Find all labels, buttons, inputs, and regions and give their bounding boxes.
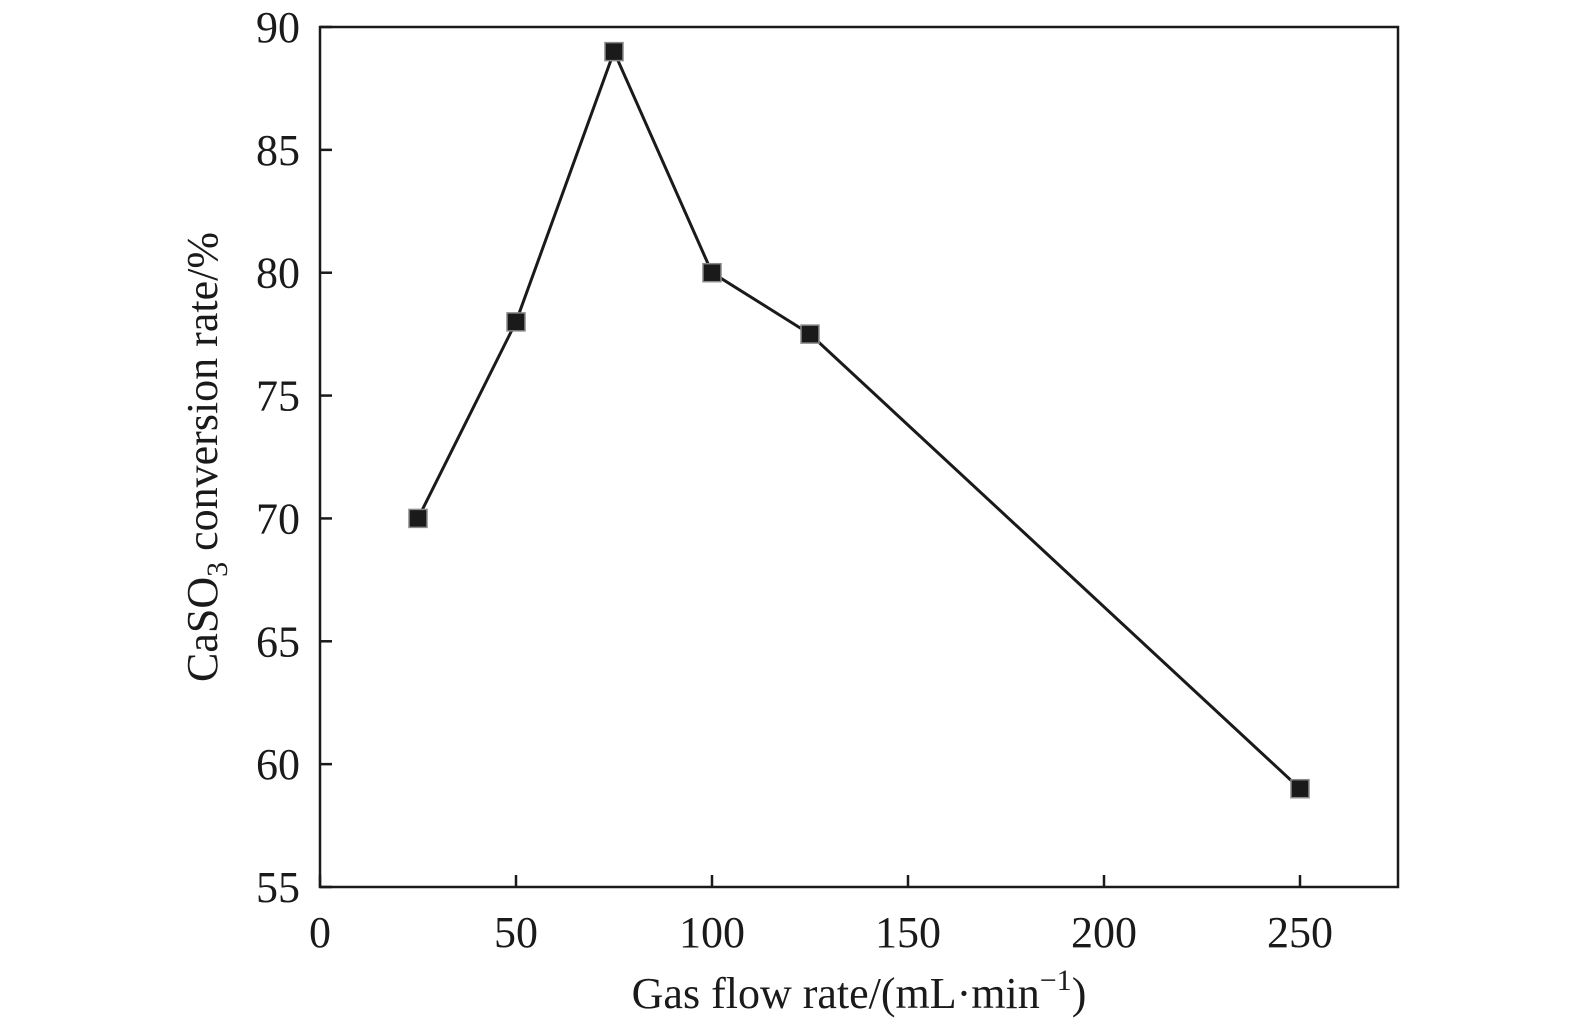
x-tick-label-50: 50 xyxy=(494,908,538,957)
data-markers xyxy=(408,41,1310,799)
y-tick-label-65: 65 xyxy=(256,617,300,666)
data-point-0 xyxy=(408,508,428,529)
y-tick-label-80: 80 xyxy=(256,249,300,298)
y-tick-label-60: 60 xyxy=(256,740,300,789)
data-point-3 xyxy=(702,262,722,283)
x-tick-label-0: 0 xyxy=(309,908,331,957)
y-axis-title: CaSO3 conversion rate/% xyxy=(178,232,234,682)
y-tick-label-70: 70 xyxy=(256,494,300,543)
series-line xyxy=(416,50,1302,790)
y-tick-label-55: 55 xyxy=(256,863,300,912)
x-axis-title: Gas flow rate/(mL·min−1) xyxy=(632,964,1087,1018)
y-axis: 55 60 65 70 75 80 85 90 xyxy=(256,3,332,912)
plot-frame xyxy=(318,25,1400,889)
data-point-2 xyxy=(604,41,624,62)
x-tick-label-100: 100 xyxy=(679,908,745,957)
data-point-4 xyxy=(800,324,820,344)
data-point-1 xyxy=(506,312,526,332)
x-axis: 0 50 100 150 200 250 xyxy=(309,875,1333,957)
x-tick-label-250: 250 xyxy=(1267,908,1333,957)
data-point-5 xyxy=(1290,778,1310,799)
x-tick-label-150: 150 xyxy=(875,908,941,957)
y-tick-label-85: 85 xyxy=(256,126,300,175)
x-tick-label-200: 200 xyxy=(1071,908,1137,957)
y-tick-label-75: 75 xyxy=(256,372,300,421)
y-tick-label-90: 90 xyxy=(256,3,300,52)
